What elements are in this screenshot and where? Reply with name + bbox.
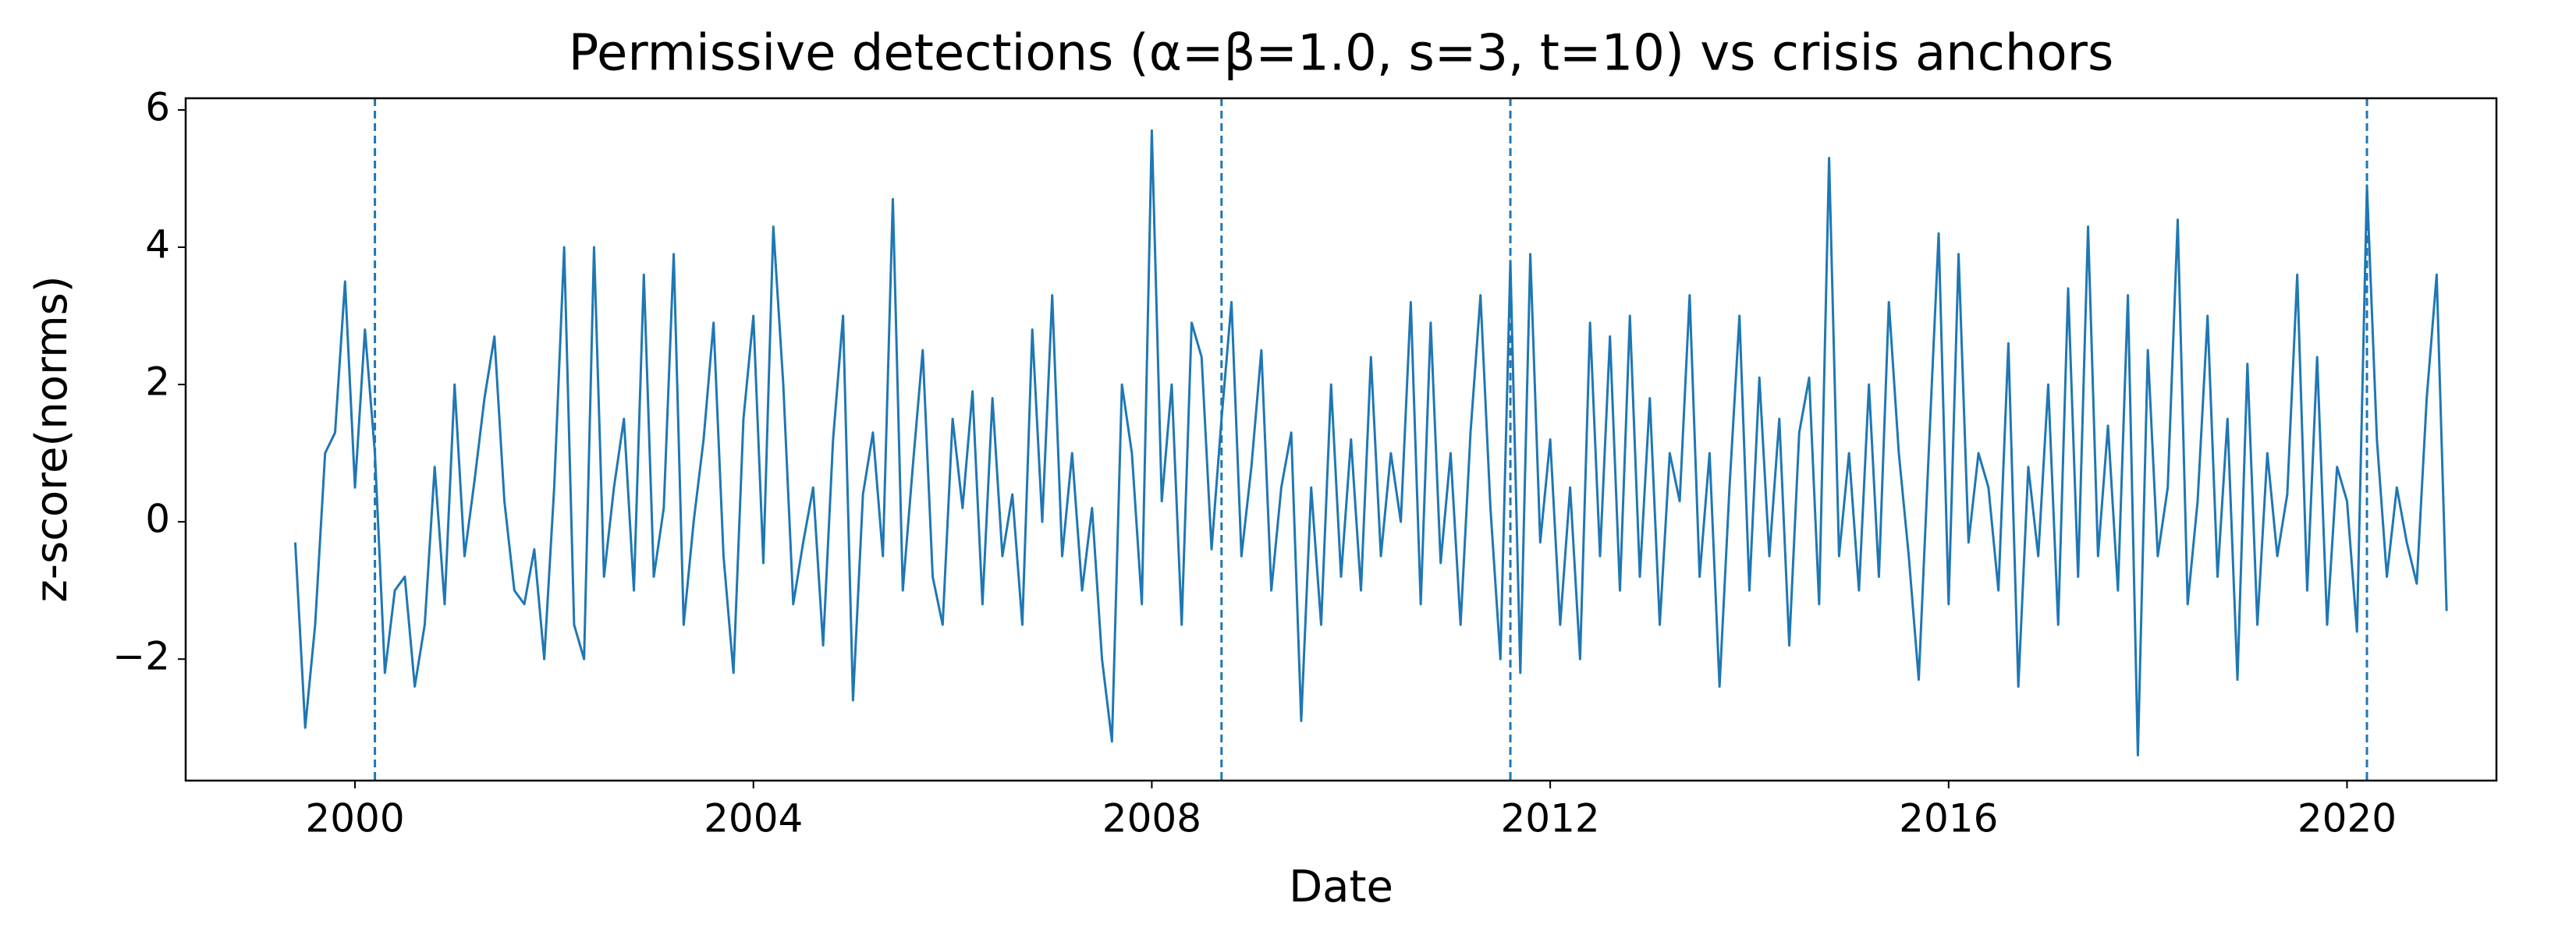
y-tick-label: 0 — [145, 497, 170, 542]
y-tick-label: 4 — [145, 222, 170, 267]
x-tick-label: 2016 — [1899, 796, 1998, 841]
y-tick-label: −2 — [112, 634, 170, 679]
y-axis-label: z-score(norms) — [27, 275, 77, 602]
x-axis-label: Date — [1289, 862, 1393, 912]
x-tick-label: 2000 — [305, 796, 404, 841]
y-tick-label: 6 — [145, 84, 170, 129]
x-tick-label: 2004 — [704, 796, 803, 841]
y-tick-label: 2 — [145, 359, 170, 405]
series-line — [293, 129, 2448, 756]
x-tick-label: 2020 — [2297, 796, 2397, 841]
chart-title: Permissive detections (α=β=1.0, s=3, t=1… — [569, 25, 2114, 83]
x-tick-label: 2012 — [1500, 796, 1599, 841]
plot-frame — [184, 97, 2498, 782]
x-tick-label: 2008 — [1102, 796, 1201, 841]
